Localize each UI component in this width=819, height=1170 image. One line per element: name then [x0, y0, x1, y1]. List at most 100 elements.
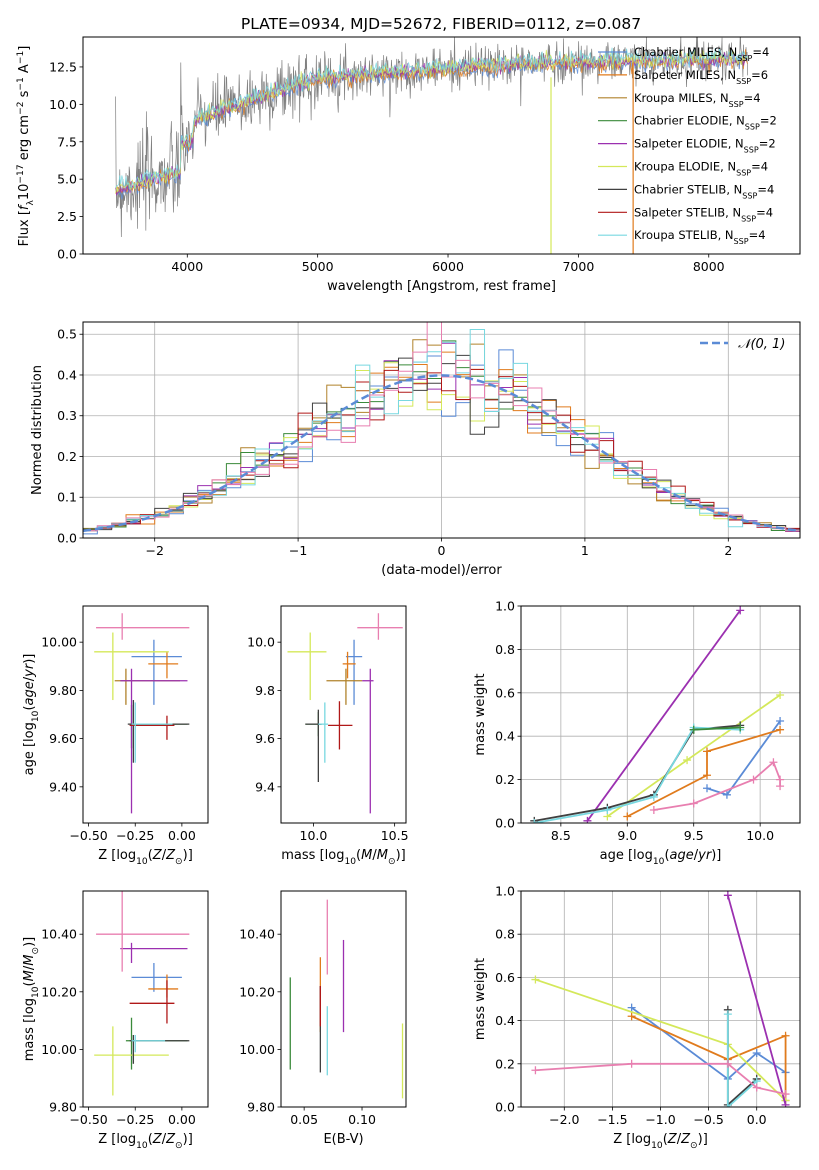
- grid-massweight_vs_age: [521, 605, 800, 824]
- weight-marker: [649, 805, 658, 814]
- x-tick-label: −1.0: [645, 1112, 675, 1127]
- data-point: [357, 613, 403, 640]
- ticks-massweight_vs_age: 8.5 9.0 9.5 10.0 0.0 0.2 0.4 0.6 0.8 1.0: [495, 599, 774, 844]
- weight-marker: [776, 782, 785, 791]
- weight-marker: [736, 723, 745, 732]
- y-tick-label: 0.0: [495, 1100, 515, 1115]
- plot-area-mass_vs_Z: [94, 891, 190, 1096]
- weight-line: [693, 726, 741, 731]
- axes-frame: [520, 890, 801, 1108]
- data-point: [131, 702, 173, 763]
- weight-marker: [752, 1049, 761, 1057]
- y-tick-label: 1.0: [495, 884, 515, 899]
- y-tick-label: 0.0: [495, 816, 515, 831]
- panel-spectrum: 4000 5000 6000 7000 8000 0.0 2.5 5.0 7.5 10.0 12.5…: [16, 36, 801, 294]
- y-tick-label: 9.80: [49, 683, 77, 698]
- y-tick-label: 0.8: [495, 927, 515, 942]
- data-point: [131, 1035, 166, 1053]
- y-tick-label: 10.00: [41, 1042, 77, 1057]
- x-axis-label: (data-model)/error: [381, 563, 502, 578]
- x-tick-label: −0.50: [69, 828, 107, 843]
- y-axis-label: mass weight: [473, 673, 488, 755]
- y-tick-label: 0.6: [495, 685, 515, 700]
- data-point: [305, 709, 322, 783]
- x-tick-label: 2: [724, 543, 732, 558]
- data-point: [148, 651, 179, 679]
- legend-label: Kroupa MILES, NSSP=4: [634, 91, 761, 109]
- legend-label: Chabrier MILES, NSSP=4: [634, 45, 769, 63]
- weight-marker: [781, 1090, 790, 1099]
- x-tick-label: 8000: [693, 259, 725, 274]
- axes-frame: [82, 36, 801, 255]
- legend-label: Salpeter ELODIE, NSSP=2: [634, 137, 776, 155]
- data-point: [131, 639, 182, 705]
- weight-marker: [776, 690, 785, 699]
- y-tick-label: 2.5: [57, 209, 77, 224]
- x-tick-label: 10.0: [300, 828, 328, 843]
- weight-series: [723, 1010, 761, 1107]
- x-tick-label: 10.5: [381, 828, 409, 843]
- axes-frame: [82, 890, 209, 1108]
- x-tick-label: 0: [438, 543, 446, 558]
- data-point: [328, 701, 353, 750]
- x-tick-label: 0.05: [290, 1112, 318, 1127]
- weight-marker: [627, 1012, 636, 1021]
- data-point: [318, 702, 329, 763]
- axes-frame: [280, 890, 407, 1108]
- panel-massweight_vs_age: 8.5 9.0 9.5 10.0 0.0 0.2 0.4 0.6 0.8 1.0 mass weig…: [473, 599, 801, 867]
- y-tick-label: 0.6: [495, 970, 515, 985]
- weight-marker: [603, 805, 612, 814]
- y-tick-label: 5.0: [57, 172, 77, 187]
- x-tick-label: −2: [145, 543, 163, 558]
- x-tick-label: −1: [289, 543, 307, 558]
- weight-marker: [683, 756, 692, 765]
- panel-mass_vs_EBV: 0.05 0.10 9.80 10.00 10.20 10.40 E(B-V): [239, 890, 407, 1147]
- weight-marker: [749, 775, 758, 784]
- x-tick-label: 0.00: [168, 1112, 196, 1127]
- x-tick-label: 10.0: [746, 828, 774, 843]
- y-axis-label: age [log10(age/yr)]: [22, 654, 41, 776]
- weight-marker: [530, 819, 539, 823]
- plot-area-age_vs_Z: [94, 613, 190, 814]
- data-point: [326, 668, 363, 705]
- y-tick-label: 0.2: [495, 772, 515, 787]
- model-spectrum-line: [115, 47, 748, 190]
- model-spectrum-line: [115, 49, 748, 196]
- weight-marker: [689, 725, 698, 734]
- weight-line: [726, 895, 787, 1106]
- weight-line: [534, 724, 741, 822]
- y-tick-label: 10.20: [41, 984, 77, 999]
- x-tick-label: −1.5: [597, 1112, 627, 1127]
- weight-marker: [649, 792, 658, 801]
- y-tick-label: 9.40: [49, 779, 77, 794]
- weight-series: [703, 717, 785, 799]
- x-tick-label: 8.5: [551, 828, 571, 843]
- y-tick-label: 9.4: [255, 779, 275, 794]
- ticks-massweight_vs_Z: −2.0 −1.5 −1.0 −0.5 0.0 0.0 0.2 0.4 0.6 0.8 1.0: [495, 884, 767, 1128]
- legend-label: 𝒩(0, 1): [738, 337, 785, 352]
- plot-area-age_vs_mass: [287, 613, 403, 814]
- x-axis-label: age [log10(age/yr)]: [600, 848, 722, 867]
- axes-frame: [82, 321, 801, 539]
- weight-marker: [531, 975, 540, 984]
- plot-area-residuals: [83, 322, 800, 538]
- y-axis-label: mass weight: [473, 958, 488, 1040]
- x-axis-label: mass [log10(M/M⊙)]: [281, 848, 405, 867]
- weight-marker: [723, 1010, 732, 1019]
- ticks-age_vs_mass: 10.0 10.5 9.4 9.6 9.8 10.0: [247, 635, 408, 843]
- normal-reference-line: [83, 374, 800, 533]
- data-point: [342, 651, 356, 679]
- weight-marker: [781, 1031, 790, 1040]
- y-tick-label: 0.5: [57, 327, 77, 342]
- weight-marker: [723, 1103, 732, 1107]
- data-point: [129, 715, 175, 740]
- plot-area-massweight_vs_Z: [531, 891, 790, 1107]
- x-axis-label: Z [log10(Z/Z⊙)]: [98, 1132, 193, 1151]
- data-point: [129, 980, 175, 1024]
- ticks-mass_vs_EBV: 0.05 0.10 9.80 10.00 10.20 10.40: [239, 927, 376, 1127]
- data-point: [127, 700, 190, 763]
- y-tick-label: 10.20: [239, 984, 275, 999]
- data-point: [120, 942, 188, 963]
- data-point: [114, 668, 181, 705]
- y-tick-label: 0.8: [495, 642, 515, 657]
